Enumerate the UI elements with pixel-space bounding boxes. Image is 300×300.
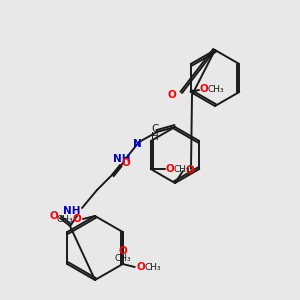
Text: N: N: [133, 139, 141, 149]
Text: CH₃: CH₃: [114, 254, 131, 263]
Text: C: C: [151, 124, 159, 134]
Text: O: O: [118, 246, 127, 256]
Text: O: O: [137, 262, 146, 272]
Text: H: H: [151, 132, 159, 142]
Text: CH₃: CH₃: [56, 214, 73, 224]
Text: O: O: [72, 214, 81, 224]
Text: O: O: [166, 164, 175, 174]
Text: O: O: [50, 211, 58, 221]
Text: NH: NH: [113, 154, 131, 164]
Text: O: O: [185, 165, 194, 175]
Text: CH₃: CH₃: [174, 164, 190, 173]
Text: CH₃: CH₃: [208, 85, 224, 94]
Text: O: O: [168, 90, 176, 100]
Text: NH: NH: [62, 206, 80, 216]
Text: O: O: [122, 158, 130, 168]
Text: CH₃: CH₃: [145, 262, 161, 272]
Text: O: O: [200, 84, 208, 94]
